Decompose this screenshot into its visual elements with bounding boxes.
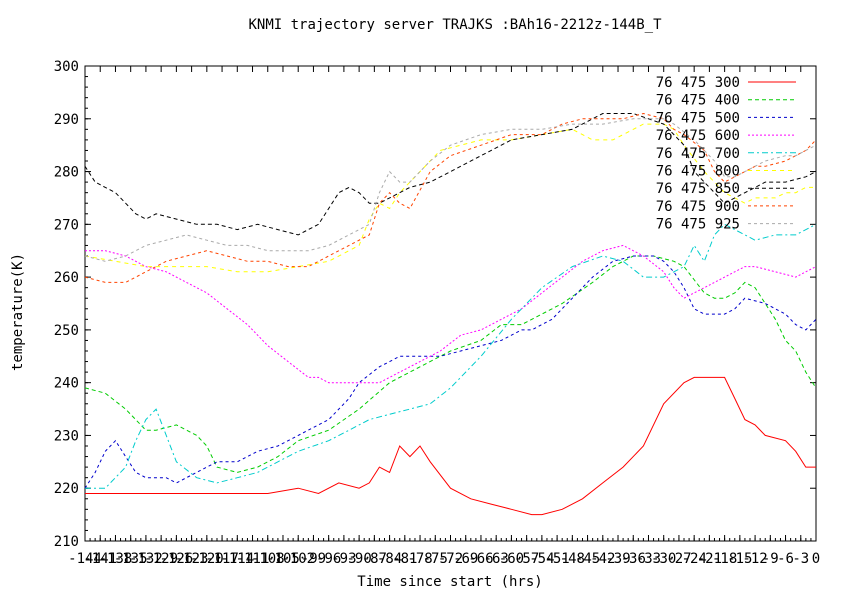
x-tick-label: -75 <box>423 551 448 567</box>
y-axis-label: temperature(K) <box>10 253 26 371</box>
legend-label: 76 475 500 <box>656 110 740 126</box>
x-tick-label: -99 <box>301 551 326 567</box>
series-line-5 <box>85 223 817 489</box>
y-tick-label: 230 <box>54 428 79 444</box>
legend-label: 76 475 850 <box>656 181 740 197</box>
x-tick-label: -105 <box>266 551 300 567</box>
x-tick-label: -111 <box>236 551 270 567</box>
x-tick-label: -42 <box>590 551 615 567</box>
plot-lines <box>84 112 817 516</box>
x-tick-label: -3 <box>792 551 809 567</box>
chart-title: KNMI trajectory server TRAJKS :BAh16-221… <box>248 17 662 33</box>
x-tick-label: -9 <box>762 551 779 567</box>
x-tick-label: -66 <box>468 551 493 567</box>
x-tick-label: -135 <box>114 551 148 567</box>
y-tick-label: 240 <box>54 376 79 392</box>
y-tick-label: 300 <box>54 59 79 75</box>
y-tick-label: 210 <box>54 534 79 550</box>
x-tick-label: -96 <box>316 551 341 567</box>
x-tick-label: -33 <box>636 551 661 567</box>
x-tick-label: -120 <box>190 551 224 567</box>
x-tick-label: -93 <box>331 551 356 567</box>
y-tick-label: 220 <box>54 481 79 497</box>
x-tick-label: -126 <box>160 551 194 567</box>
x-tick-label: -132 <box>129 551 163 567</box>
x-tick-label: -57 <box>514 551 539 567</box>
x-tick-label: -114 <box>220 551 254 567</box>
x-tick-label: 0 <box>812 551 820 567</box>
x-tick-label: -129 <box>144 551 178 567</box>
legend-label: 76 475 700 <box>656 146 740 162</box>
x-axis-label: Time since start (hrs) <box>357 574 542 590</box>
x-tick-label: -138 <box>99 551 133 567</box>
x-tick-label: -6 <box>777 551 794 567</box>
x-tick-label: -45 <box>575 551 600 567</box>
x-tick-label: -69 <box>453 551 478 567</box>
x-tick-label: -72 <box>438 551 463 567</box>
x-tick-label: -39 <box>605 551 630 567</box>
x-tick-label: -21 <box>697 551 722 567</box>
x-tick-label: -78 <box>407 551 432 567</box>
x-tick-label: -27 <box>666 551 691 567</box>
x-tick-label: -36 <box>621 551 646 567</box>
y-tick-label: 290 <box>54 112 79 128</box>
x-tick-label: -54 <box>529 551 554 567</box>
x-tick-label: -141 <box>83 551 117 567</box>
series-line-3 <box>84 255 817 489</box>
x-tick-label: -18 <box>712 551 737 567</box>
x-tick-label: -84 <box>377 551 402 567</box>
series-line-7 <box>84 113 817 236</box>
x-tick-label: -108 <box>251 551 285 567</box>
series-line-2 <box>84 255 817 473</box>
x-tick-label: -102 <box>281 551 315 567</box>
x-axis: -144-141-138-135-132-129-126-123-120-117… <box>68 66 820 567</box>
legend-label: 76 475 400 <box>656 93 740 109</box>
series-line-9 <box>84 118 817 262</box>
x-tick-label: -51 <box>544 551 569 567</box>
legend-label: 76 475 800 <box>656 164 740 180</box>
series-line-8 <box>84 112 817 283</box>
series-line-4 <box>85 244 817 384</box>
x-tick-label: -12 <box>742 551 767 567</box>
x-tick-label: -48 <box>560 551 585 567</box>
x-tick-label: -87 <box>362 551 387 567</box>
series-line-1 <box>85 376 816 516</box>
y-tick-label: 260 <box>54 270 79 286</box>
legend-label: 76 475 600 <box>656 128 740 144</box>
y-tick-label: 280 <box>54 165 79 181</box>
x-tick-label: -81 <box>392 551 417 567</box>
x-tick-label: -144 <box>68 551 102 567</box>
x-tick-label: -123 <box>175 551 209 567</box>
x-tick-label: -90 <box>346 551 371 567</box>
x-tick-label: -30 <box>651 551 676 567</box>
y-tick-label: 270 <box>54 217 79 233</box>
legend-label: 76 475 300 <box>656 75 740 91</box>
y-tick-label: 250 <box>54 323 79 339</box>
legend-label: 76 475 900 <box>656 199 740 215</box>
x-tick-label: -63 <box>484 551 509 567</box>
x-tick-label: -15 <box>727 551 752 567</box>
x-tick-label: -60 <box>499 551 524 567</box>
legend-label: 76 475 925 <box>656 217 740 233</box>
x-tick-label: -24 <box>682 551 707 567</box>
y-axis: 210 220 230 240 250 260 270 280 290 300 <box>54 59 816 550</box>
x-tick-label: -117 <box>205 551 239 567</box>
